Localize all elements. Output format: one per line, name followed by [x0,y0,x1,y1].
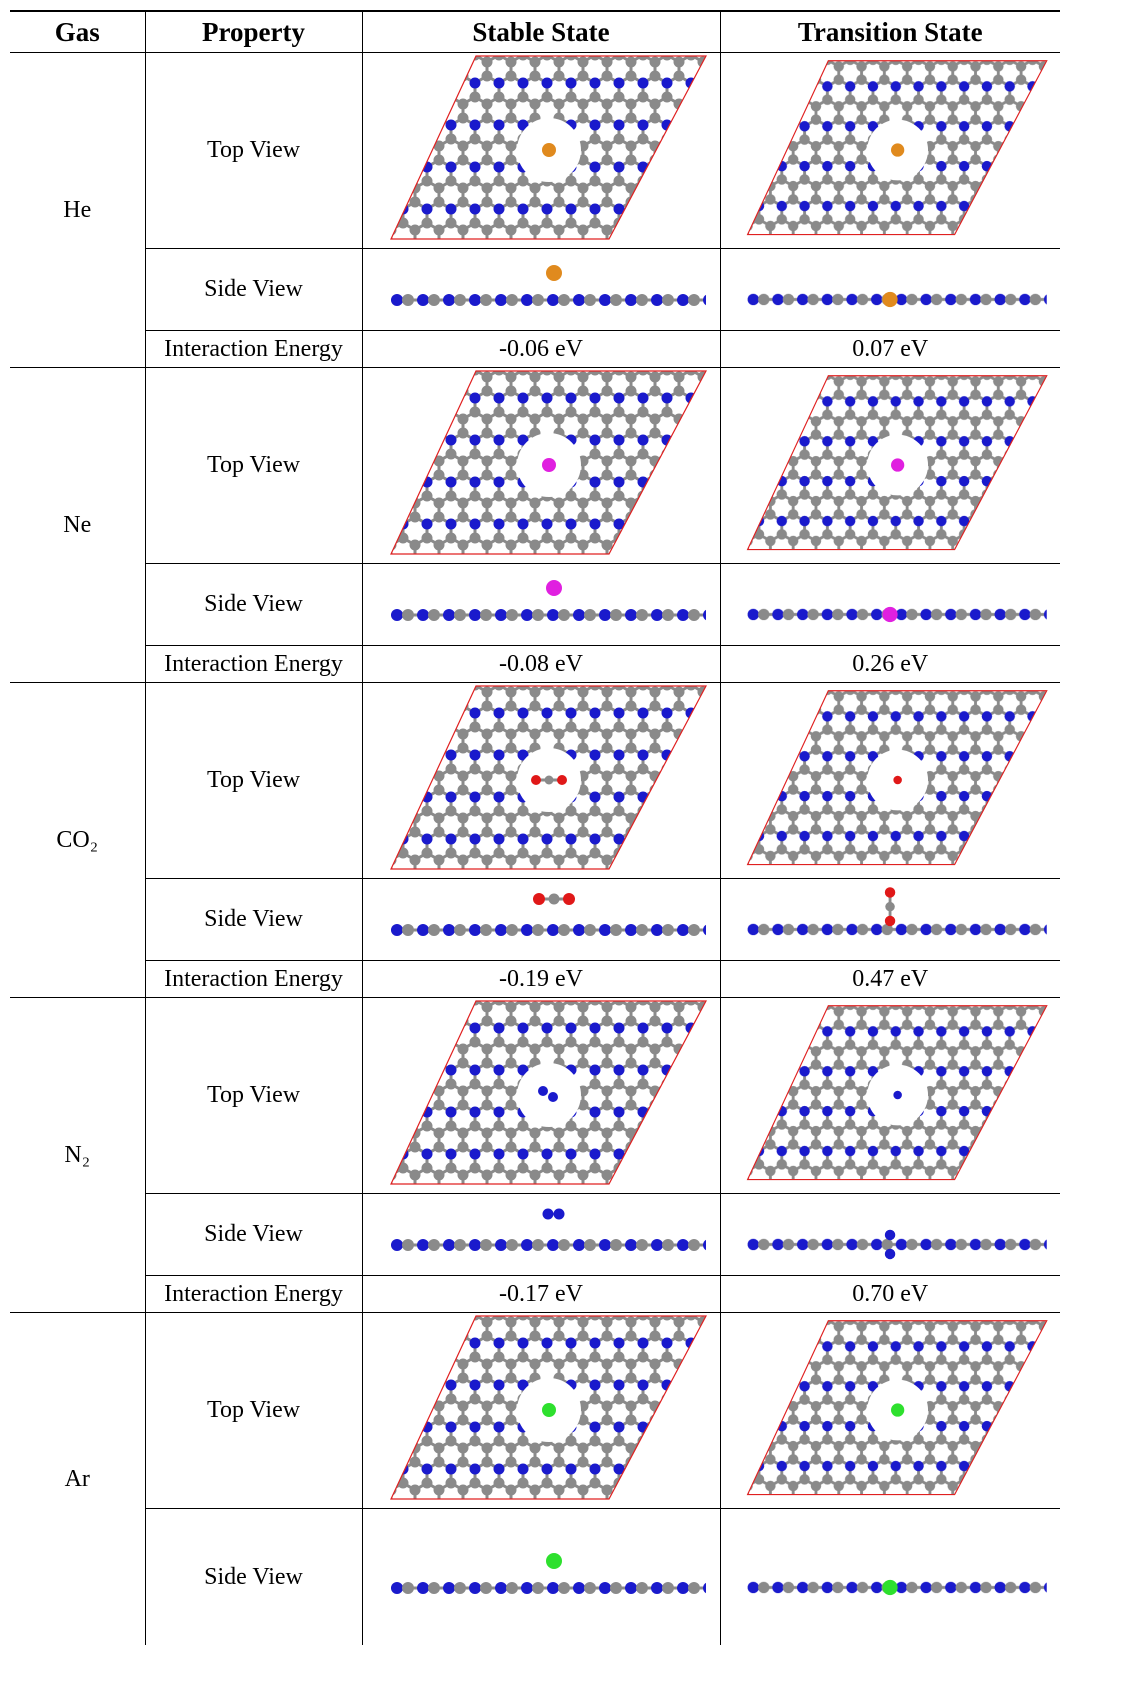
property-cell: Side View [145,879,362,961]
gas-cell: Ar [10,1313,145,1646]
header-cell: Gas [10,11,145,53]
image-cell [720,368,1060,564]
image-cell [362,1509,720,1646]
top-view-row: He Top View [10,53,1060,249]
property-cell: Top View [145,368,362,564]
side-view [721,249,1061,330]
property-cell: Side View [145,564,362,646]
side-view-row: Side View [10,879,1060,961]
property-cell: Interaction Energy [145,1276,362,1313]
energy-cell: -0.19 eV [362,961,720,998]
image-cell [720,998,1060,1194]
side-view-row: Side View [10,564,1060,646]
energy-cell: 0.07 eV [720,331,1060,368]
image-cell [362,1194,720,1276]
top-view [721,683,1061,878]
image-cell [720,879,1060,961]
energy-row: Interaction Energy -0.19 eV 0.47 eV [10,961,1060,998]
property-cell: Side View [145,249,362,331]
property-cell: Interaction Energy [145,331,362,368]
side-view [363,564,721,645]
property-cell: Interaction Energy [145,646,362,683]
top-view [721,998,1061,1193]
image-cell [720,683,1060,879]
image-cell [720,249,1060,331]
top-view-row: Ne Top View [10,368,1060,564]
property-cell: Side View [145,1194,362,1276]
energy-cell: -0.06 eV [362,331,720,368]
energy-row: Interaction Energy -0.08 eV 0.26 eV [10,646,1060,683]
image-cell [362,368,720,564]
gas-cell: CO₂ [10,683,145,998]
top-view [721,1313,1061,1508]
top-view [363,998,721,1193]
gas-cell: N₂ [10,998,145,1313]
image-cell [720,1313,1060,1509]
property-cell: Top View [145,998,362,1194]
image-cell [362,249,720,331]
page: Gas adsorption table html, body { margin… [0,0,1132,1691]
image-cell [362,53,720,249]
energy-cell: -0.08 eV [362,646,720,683]
image-cell [362,879,720,961]
energy-cell: 0.70 eV [720,1276,1060,1313]
property-cell: Top View [145,683,362,879]
side-view-row: Side View [10,249,1060,331]
top-view [363,683,721,878]
side-view [721,879,1061,960]
gas-cell: He [10,53,145,368]
gas-table: Gas Property Stable State Transition Sta… [10,10,1060,1645]
top-view-row: Ar Top View [10,1313,1060,1509]
energy-cell: 0.26 eV [720,646,1060,683]
top-view-row: N₂ Top View [10,998,1060,1194]
image-cell [720,564,1060,646]
header-cell: Stable State [362,11,720,53]
energy-row: Interaction Energy -0.06 eV 0.07 eV [10,331,1060,368]
side-view [363,249,721,330]
image-cell [362,683,720,879]
image-cell [720,53,1060,249]
side-view [721,1537,1061,1618]
header-row: Gas Property Stable State Transition Sta… [10,11,1060,53]
side-view [363,1537,721,1618]
image-cell [720,1509,1060,1646]
image-cell [362,998,720,1194]
energy-cell: 0.47 eV [720,961,1060,998]
top-view [363,368,721,563]
header-cell: Property [145,11,362,53]
page-body: {"table": { "header": ["Gas", "Property"… [0,0,1132,1691]
image-cell [720,1194,1060,1276]
side-view [721,1194,1061,1275]
property-cell: Side View [145,1509,362,1646]
top-view-row: CO₂ Top View [10,683,1060,879]
property-cell: Top View [145,53,362,249]
property-cell: Top View [145,1313,362,1509]
top-view [363,53,721,248]
energy-row: Interaction Energy -0.17 eV 0.70 eV [10,1276,1060,1313]
top-view [721,53,1061,248]
side-view [363,879,721,960]
side-view [721,564,1061,645]
header-cell: Transition State [720,11,1060,53]
gas-cell: Ne [10,368,145,683]
top-view [721,368,1061,563]
side-view-row: Side View [10,1509,1060,1646]
side-view [363,1194,721,1275]
image-cell [362,564,720,646]
side-view-row: Side View [10,1194,1060,1276]
energy-cell: -0.17 eV [362,1276,720,1313]
property-cell: Interaction Energy [145,961,362,998]
image-cell [362,1313,720,1509]
top-view [363,1313,721,1508]
